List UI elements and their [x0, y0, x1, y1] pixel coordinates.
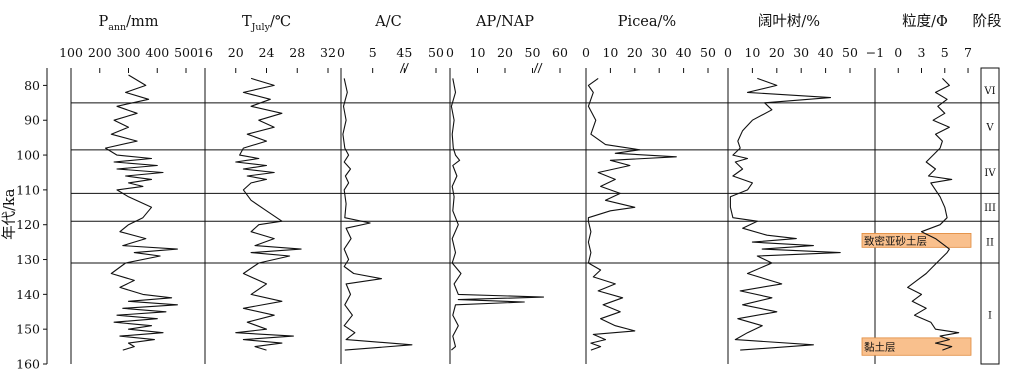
panel-tick-label: 0: [582, 45, 590, 60]
series-line: [342, 78, 413, 351]
panel-tick-label: −1: [866, 45, 884, 60]
panel-tick-label: 45: [396, 45, 412, 60]
axis-break-mark: [537, 62, 543, 74]
panel-tick-label: 3: [918, 45, 926, 60]
age-axis-label: 年代/ka: [1, 188, 18, 240]
panel-tick-label: 500: [174, 45, 198, 60]
panel-title: A/C: [374, 14, 401, 30]
lithology-label: 黏土层: [864, 341, 896, 354]
panel-tick-label: 30: [793, 45, 809, 60]
age-tick-label: 90: [24, 113, 40, 128]
panel-tick-label: 16: [197, 45, 213, 60]
panel-title: TJuly/℃: [242, 14, 291, 33]
age-tick-label: 160: [16, 357, 40, 371]
stage-boundaries: [71, 102, 981, 264]
series-line: [104, 74, 178, 351]
panel-title: 阔叶树/%: [758, 13, 820, 30]
age-tick-label: 110: [16, 182, 40, 197]
panel-4: 0 10 20 50 60 AP/NAP: [446, 14, 568, 364]
panel-tick-label: 0: [446, 45, 454, 60]
axis-break-mark: [533, 62, 539, 74]
panel-3: 0 5 45 50 A/C: [337, 14, 444, 364]
stage-column-frame: [980, 67, 1000, 365]
panel-1: 100 200 300 400 500 Pann/mm: [59, 14, 198, 364]
panel-tick-label: 400: [145, 45, 169, 60]
panel-tick-label: 50: [428, 45, 444, 60]
axis-break-mark: [403, 62, 409, 74]
panel-title: AP/NAP: [475, 14, 534, 30]
stage-label: III: [984, 203, 996, 214]
stage-label: V: [985, 123, 994, 134]
panel-tick-label: 10: [744, 45, 760, 60]
panel-tick-label: 40: [676, 45, 692, 60]
age-tick-label: 80: [24, 78, 40, 93]
panel-tick-label: 10: [602, 45, 618, 60]
lithology-label: 致密亚砂土层: [864, 234, 927, 247]
age-tick-label: 150: [16, 322, 40, 337]
panel-tick-label: 200: [88, 45, 112, 60]
panel-tick-label: 20: [228, 45, 244, 60]
panel-tick-label: 10: [470, 45, 486, 60]
panel-tick-label: 5: [369, 45, 377, 60]
stage-label: I: [988, 311, 992, 322]
panel-tick-label: 50: [700, 45, 716, 60]
axis-break-mark: [399, 62, 405, 74]
stage-label: IV: [984, 168, 996, 179]
age-tick-label: 130: [16, 252, 40, 267]
panel-tick-label: 20: [497, 45, 513, 60]
series-line: [450, 78, 545, 351]
panel-tick-label: 20: [769, 45, 785, 60]
panel-tick-label: 24: [259, 45, 275, 60]
panel-title: 粒度/Φ: [902, 13, 948, 30]
series-line: [729, 77, 841, 351]
panel-tick-label: 20: [627, 45, 643, 60]
panel-title: Picea/%: [618, 14, 676, 30]
lithology-box: [861, 337, 972, 356]
series-line: [587, 77, 677, 351]
panel-tick-label: 60: [552, 45, 568, 60]
stage-label: VI: [983, 86, 995, 97]
panel-tick-label: 40: [818, 45, 834, 60]
panel-2: 16 20 24 28 32 TJuly/℃: [197, 14, 336, 364]
series-line: [907, 78, 960, 351]
age-axis: 80 90 100 110 120 130 140 150 160 年代/ka: [1, 68, 48, 371]
panel-tick-label: 100: [59, 45, 83, 60]
age-tick-label: 100: [16, 148, 40, 163]
panel-tick-label: 0: [724, 45, 732, 60]
panel-title: Pann/mm: [98, 14, 158, 33]
panel-tick-label: 50: [842, 45, 858, 60]
age-tick-label: 120: [16, 217, 40, 232]
panel-6: 0 10 20 30 40 50 阔叶树/%: [724, 13, 858, 364]
panel-tick-label: 32: [320, 45, 336, 60]
lithology-box: [861, 233, 972, 248]
panel-tick-label: 0: [894, 45, 902, 60]
age-tick-label: 140: [16, 287, 40, 302]
panel-tick-label: 0: [337, 45, 345, 60]
stage-header: 阶段: [973, 13, 1002, 30]
series-line: [235, 77, 302, 351]
panel-tick-label: 50: [525, 45, 541, 60]
panel-tick-label: 5: [941, 45, 949, 60]
panel-tick-label: 7: [964, 45, 972, 60]
stage-label: II: [986, 238, 994, 249]
panel-tick-label: 300: [117, 45, 141, 60]
panel-tick-label: 28: [289, 45, 305, 60]
panel-tick-label: 30: [651, 45, 667, 60]
panel-5: 0 10 20 30 40 50 Picea/%: [582, 14, 716, 364]
